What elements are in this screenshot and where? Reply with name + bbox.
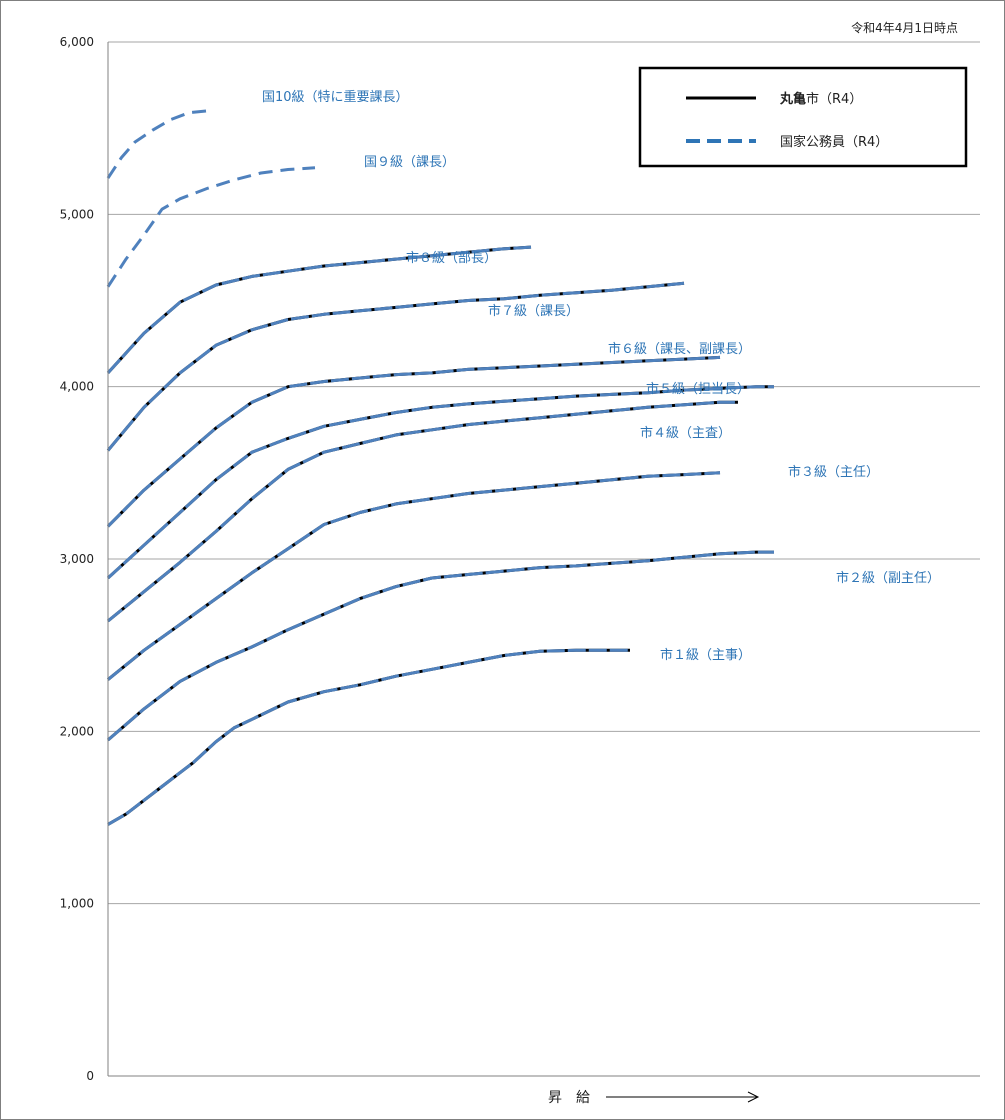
series-line (107, 648, 630, 826)
series-line (106, 385, 774, 580)
series-label: 市５級（担当長） (646, 381, 750, 397)
city-line (106, 385, 774, 580)
series-label: 市８級（部長） (406, 250, 497, 266)
national-line (107, 648, 630, 826)
series-label: 市１級（主事） (660, 647, 751, 663)
x-axis-arrow (606, 1091, 760, 1103)
series-line (107, 400, 738, 623)
series-label: 市６級（課長、副課長） (608, 341, 751, 357)
y-axis-ticks: 0 1,000 2,000 3,000 4,000 5,000 6,000 (60, 35, 94, 1083)
national-line (107, 400, 738, 623)
series-line (106, 166, 316, 288)
series-label: 国10級（特に重要課長） (262, 89, 409, 105)
national-line (106, 166, 316, 288)
y-tick-label: 4,000 (60, 380, 94, 394)
y-tick-label: 5,000 (60, 207, 94, 221)
series-label: 市４級（主査） (640, 425, 731, 441)
national-line (106, 281, 685, 452)
legend: 丸亀市（R4） 国家公務員（R4） (638, 66, 968, 168)
series-line (106, 109, 208, 179)
series-line (106, 245, 532, 374)
legend-box (638, 66, 968, 168)
y-tick-label: 6,000 (60, 35, 94, 49)
y-tick-label: 3,000 (60, 552, 94, 566)
series-labels: 市１級（主事） 市２級（副主任） 市３級（主任） 市４級（主査） 市５級（担当長） 市６級… (262, 89, 940, 663)
national-line (107, 550, 774, 742)
national-line (106, 355, 721, 528)
national-line (106, 385, 774, 580)
series-line (106, 281, 685, 452)
legend-national-label: 国家公務員（R4） (780, 134, 888, 150)
city-line (107, 550, 774, 742)
y-tick-label: 2,000 (60, 724, 94, 738)
y-tick-label: 0 (86, 1069, 94, 1083)
series-line (106, 355, 721, 528)
series-label: 市２級（副主任） (836, 570, 940, 586)
date-note: 令和4年4月1日時点 (851, 20, 958, 35)
y-tick-label: 1,000 (60, 897, 94, 911)
national-line (106, 245, 532, 374)
series-label: 市７級（課長） (488, 303, 579, 319)
city-line (107, 471, 721, 681)
series-line (107, 471, 721, 681)
series-line (107, 550, 774, 742)
gridlines (108, 41, 980, 905)
series-label: 市３級（主任） (788, 464, 879, 480)
x-axis-label: 昇 給 (548, 1090, 590, 1106)
series-lines (106, 109, 774, 826)
national-line (107, 471, 721, 681)
legend-city-label: 丸亀市（R4） (779, 91, 862, 107)
series-label: 国９級（課長） (364, 154, 455, 170)
national-line (106, 109, 208, 179)
